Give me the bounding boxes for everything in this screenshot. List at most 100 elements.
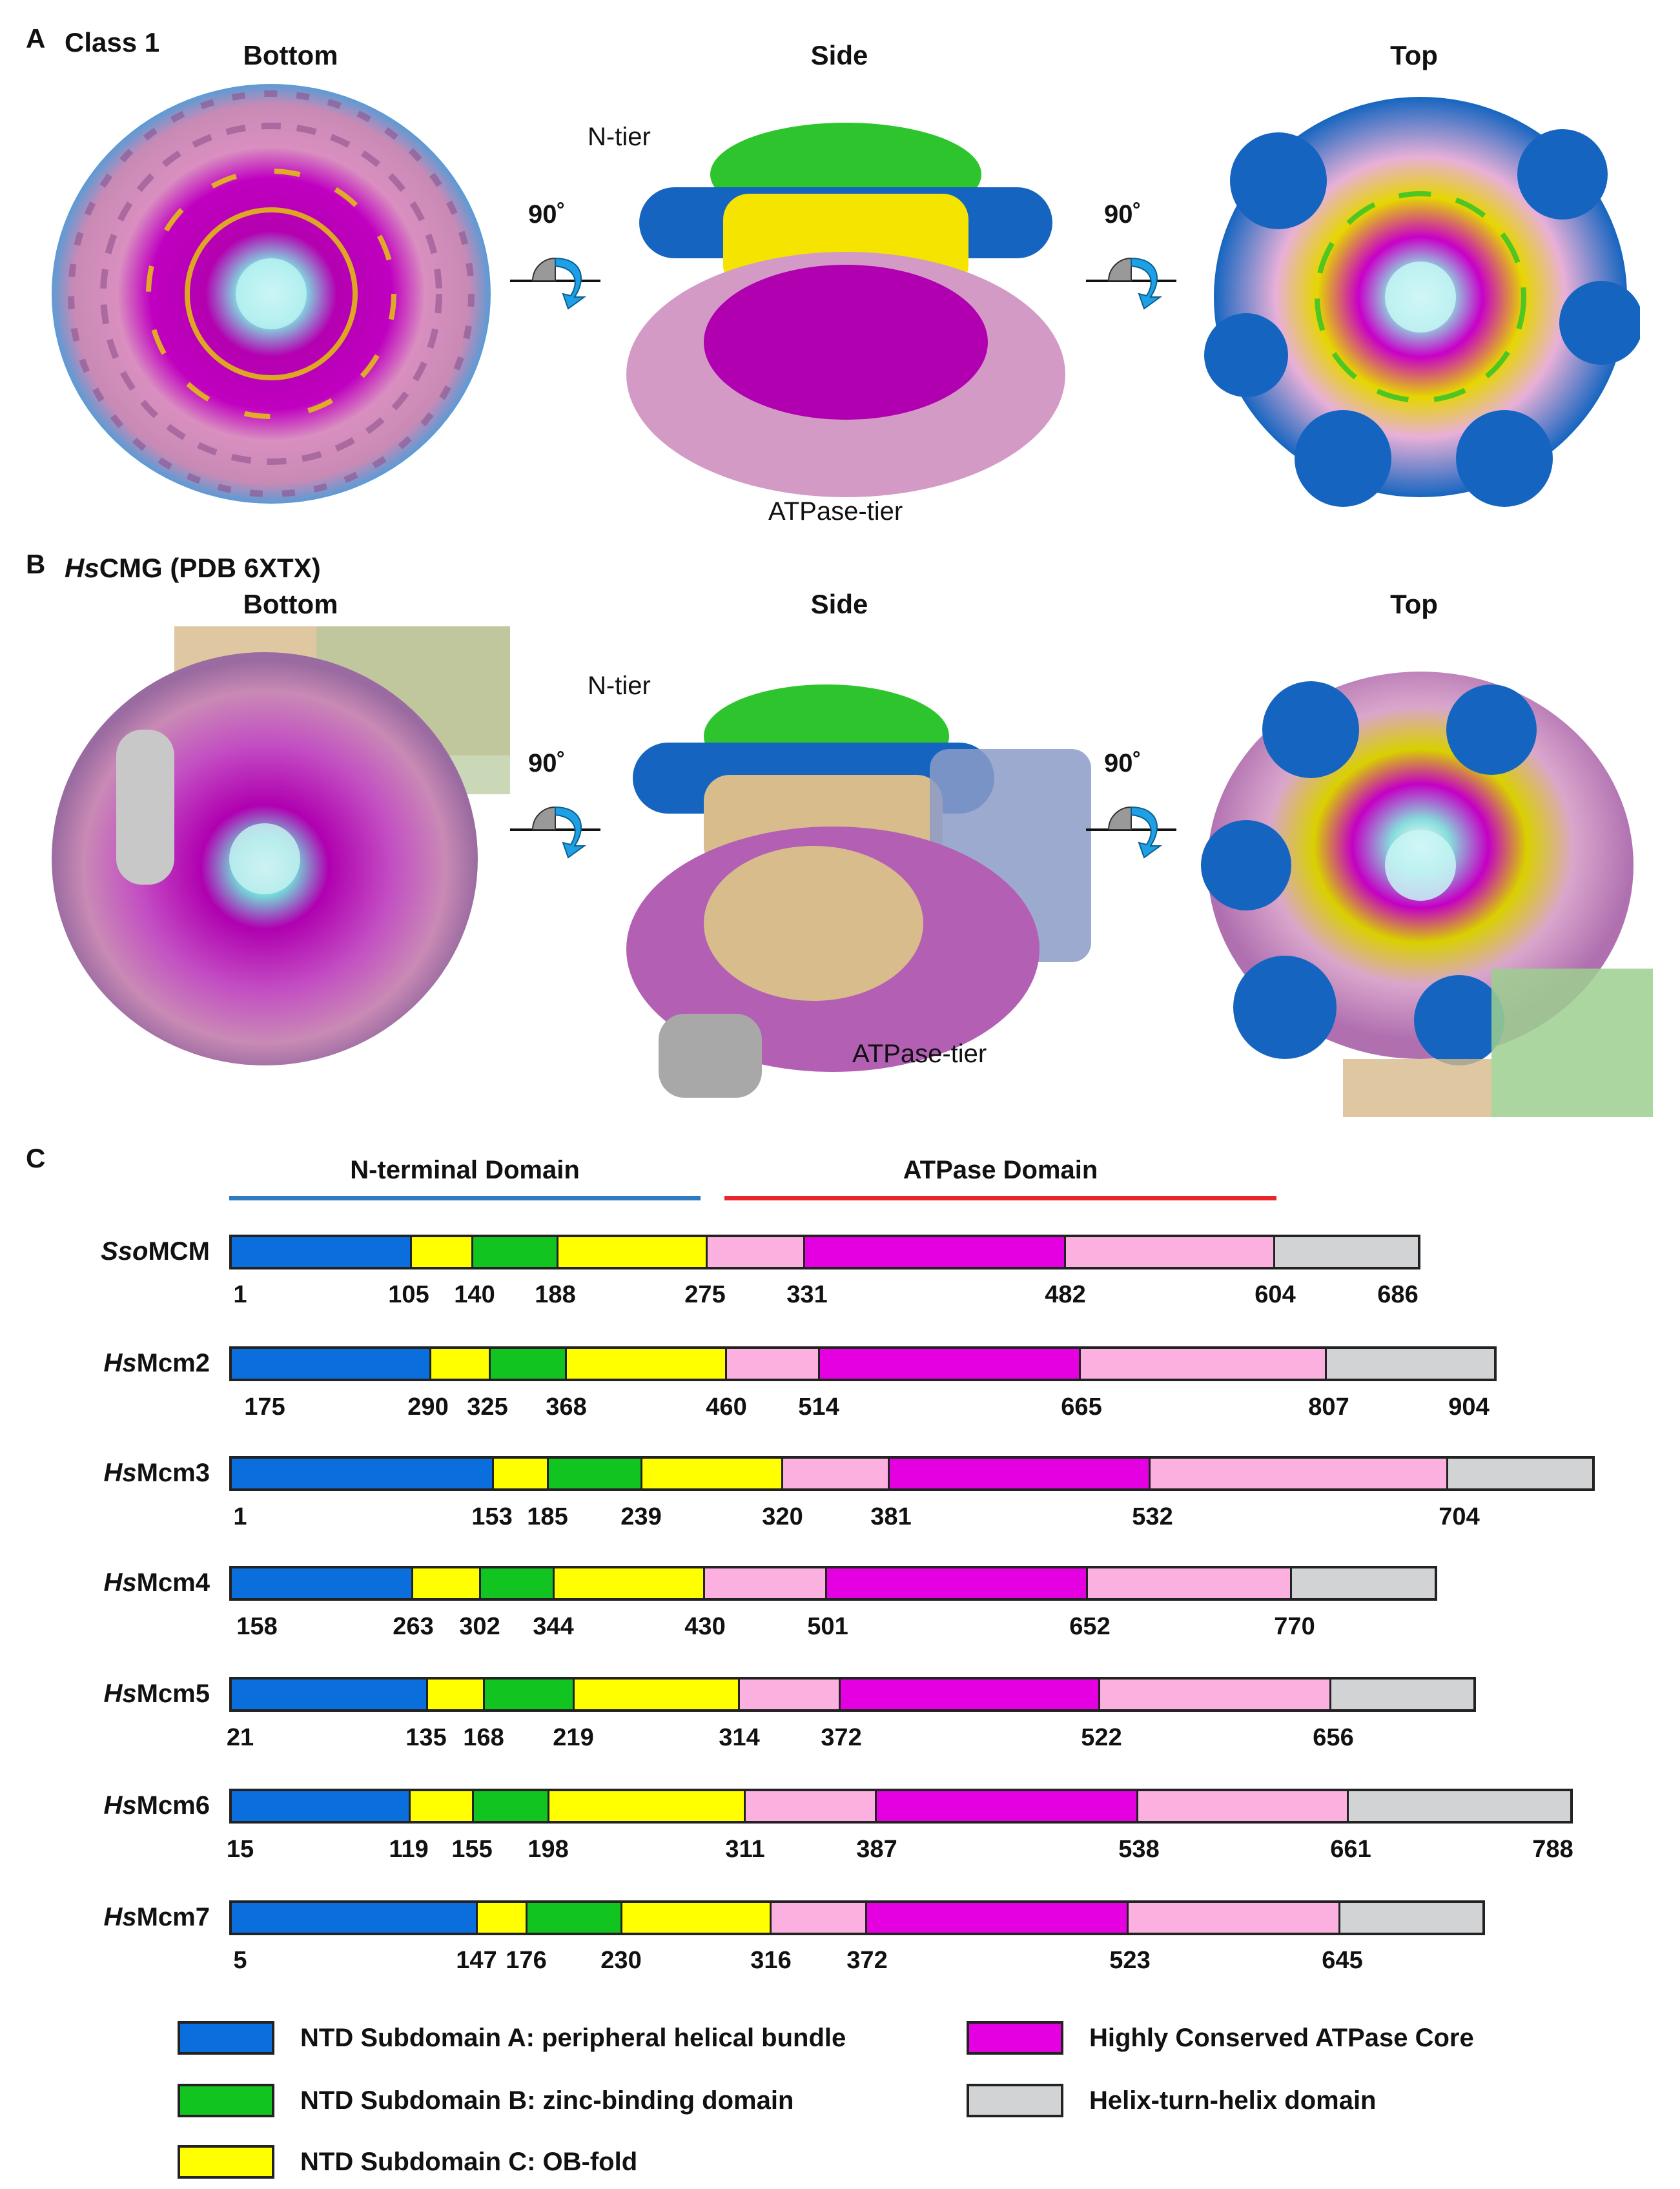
- residue-position-label: 168: [463, 1724, 504, 1751]
- residue-position-label: 331: [786, 1281, 828, 1308]
- domain-segment: [232, 1903, 478, 1933]
- residue-position-label: 482: [1045, 1281, 1086, 1308]
- domain-segment: [232, 1568, 413, 1598]
- panel-a-rotation-arrow-1: [510, 257, 600, 310]
- panel-b-side-structure: [626, 684, 1091, 1098]
- domain-segment: [1080, 1349, 1327, 1379]
- residue-position-label: 704: [1439, 1503, 1480, 1530]
- protein-name: SsoMCM: [101, 1237, 210, 1266]
- domain-segment: [866, 1903, 1129, 1933]
- legend-swatch: [967, 2084, 1063, 2117]
- panel-a-bottom-title: Bottom: [243, 40, 338, 70]
- residue-position-label: 652: [1069, 1613, 1111, 1640]
- protein-name: HsMcm2: [103, 1349, 210, 1377]
- domain-segment: [820, 1349, 1081, 1379]
- residue-position-label: 105: [388, 1281, 429, 1308]
- panel-b-side-title: Side: [810, 589, 868, 619]
- residue-position-label: 198: [528, 1836, 569, 1863]
- protein-domain-bar: [229, 1456, 1595, 1491]
- protein-name: HsMcm5: [103, 1680, 210, 1708]
- residue-position-label: 311: [725, 1836, 765, 1863]
- domain-segment: [413, 1568, 482, 1598]
- domain-segment: [890, 1459, 1151, 1488]
- domain-segment: [549, 1459, 642, 1488]
- domain-segment: [431, 1349, 491, 1379]
- residue-position-label: 501: [807, 1613, 848, 1640]
- residue-position-label: 230: [600, 1947, 642, 1974]
- atpase-domain-label: ATPase Domain: [903, 1156, 1098, 1184]
- residue-position-label: 430: [684, 1613, 726, 1640]
- n-terminal-domain-line: [229, 1196, 701, 1200]
- panel-b-title: HsCMG (PDB 6XTX): [65, 553, 321, 584]
- panel-a-rotation-label-2: 90˚: [1104, 200, 1142, 229]
- protein-domain-bar: [229, 1235, 1420, 1269]
- domain-segment: [771, 1903, 867, 1933]
- panel-b-rotation-label-2: 90˚: [1104, 749, 1142, 777]
- domain-segment: [1150, 1459, 1448, 1488]
- residue-position-label: 522: [1081, 1724, 1122, 1751]
- protein-domain-bar: [229, 1900, 1485, 1935]
- residue-position-label: 372: [821, 1724, 862, 1751]
- domain-segment: [410, 1791, 474, 1821]
- domain-segment: [1275, 1237, 1419, 1267]
- protein-domain-bar: [229, 1789, 1573, 1824]
- residue-position-label: 21: [226, 1724, 254, 1751]
- residue-position-label: 770: [1274, 1613, 1315, 1640]
- panel-b-rotation-arrow-1: [510, 806, 600, 859]
- domain-segment: [528, 1903, 622, 1933]
- residue-position-label: 314: [719, 1724, 760, 1751]
- residue-position-label: 1: [233, 1503, 247, 1530]
- residue-position-label: 387: [856, 1836, 897, 1863]
- domain-segment: [232, 1459, 495, 1488]
- residue-position-label: 155: [451, 1836, 493, 1863]
- residue-position-label: 158: [236, 1613, 278, 1640]
- residue-position-label: 368: [546, 1393, 587, 1421]
- residue-position-label: 302: [459, 1613, 500, 1640]
- legend-label: Helix-turn-helix domain: [1089, 2086, 1377, 2115]
- residue-position-label: 460: [706, 1393, 747, 1421]
- domain-segment: [707, 1237, 806, 1267]
- domain-segment: [704, 1568, 828, 1598]
- residue-position-label: 176: [506, 1947, 547, 1974]
- panel-b-n-tier-label: N-tier: [588, 672, 651, 700]
- domain-segment: [554, 1568, 705, 1598]
- domain-segment: [232, 1791, 411, 1821]
- residue-position-label: 807: [1308, 1393, 1349, 1421]
- domain-segment: [1340, 1903, 1482, 1933]
- protein-domain-bar: [229, 1566, 1437, 1601]
- domain-segment: [739, 1680, 841, 1709]
- domain-segment: [805, 1237, 1067, 1267]
- residue-position-label: 604: [1255, 1281, 1296, 1308]
- residue-position-label: 344: [533, 1613, 574, 1640]
- residue-position-label: 656: [1313, 1724, 1354, 1751]
- panel-a-bottom-structure: [52, 84, 491, 504]
- residue-position-label: 514: [798, 1393, 839, 1421]
- residue-position-label: 661: [1330, 1836, 1371, 1863]
- panel-a-rotation-arrow-2: [1086, 257, 1176, 310]
- domain-segment: [494, 1459, 549, 1488]
- domain-segment: [1331, 1680, 1474, 1709]
- domain-segment: [549, 1791, 746, 1821]
- panel-b-title-rest: CMG (PDB 6XTX): [99, 553, 321, 583]
- panel-a-atpase-tier-label: ATPase-tier: [768, 497, 903, 526]
- protein-name: HsMcm7: [103, 1903, 210, 1931]
- domain-segment: [427, 1680, 486, 1709]
- panel-b-top-structure: [1201, 672, 1653, 1117]
- residue-position-label: 372: [846, 1947, 888, 1974]
- domain-segment: [473, 1791, 550, 1821]
- domain-segment: [841, 1680, 1101, 1709]
- legend-label: Highly Conserved ATPase Core: [1089, 2024, 1474, 2052]
- domain-segment: [411, 1237, 474, 1267]
- panel-a-title: Class 1: [65, 27, 160, 57]
- residue-position-label: 275: [684, 1281, 726, 1308]
- domain-segment: [1448, 1459, 1592, 1488]
- residue-position-label: 788: [1532, 1836, 1573, 1863]
- domain-segment: [478, 1903, 528, 1933]
- residue-position-label: 219: [553, 1724, 594, 1751]
- panel-b-atpase-tier-label: ATPase-tier: [852, 1040, 987, 1068]
- residue-position-label: 263: [393, 1613, 434, 1640]
- residue-position-label: 188: [535, 1281, 576, 1308]
- residue-position-label: 1: [233, 1281, 247, 1308]
- legend-swatch: [178, 2145, 274, 2179]
- residue-position-label: 381: [870, 1503, 912, 1530]
